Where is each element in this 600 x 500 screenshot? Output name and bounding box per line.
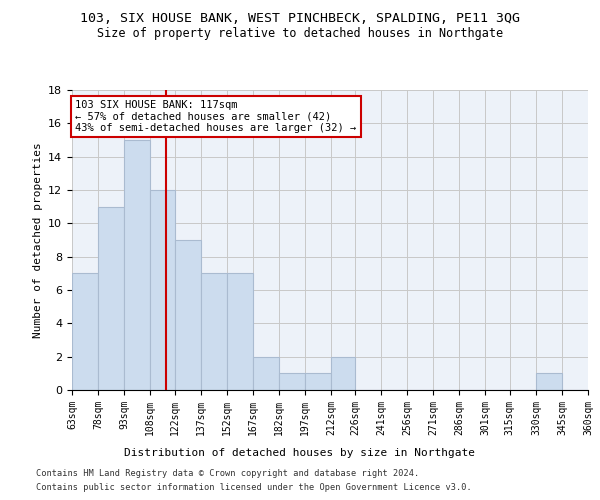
Bar [536, 374, 562, 390]
Text: Contains public sector information licensed under the Open Government Licence v3: Contains public sector information licen… [36, 484, 472, 492]
Text: 103 SIX HOUSE BANK: 117sqm
← 57% of detached houses are smaller (42)
43% of semi: 103 SIX HOUSE BANK: 117sqm ← 57% of deta… [76, 100, 357, 133]
Bar [72, 274, 98, 390]
Bar [175, 240, 200, 390]
Bar [150, 190, 175, 390]
Text: Distribution of detached houses by size in Northgate: Distribution of detached houses by size … [125, 448, 476, 458]
Text: Size of property relative to detached houses in Northgate: Size of property relative to detached ho… [97, 28, 503, 40]
Bar [200, 274, 227, 390]
Bar [227, 274, 253, 390]
Bar [98, 206, 124, 390]
Y-axis label: Number of detached properties: Number of detached properties [32, 142, 43, 338]
Bar [305, 374, 331, 390]
Bar [253, 356, 279, 390]
Bar [331, 356, 355, 390]
Text: Contains HM Land Registry data © Crown copyright and database right 2024.: Contains HM Land Registry data © Crown c… [36, 468, 419, 477]
Text: 103, SIX HOUSE BANK, WEST PINCHBECK, SPALDING, PE11 3QG: 103, SIX HOUSE BANK, WEST PINCHBECK, SPA… [80, 12, 520, 26]
Bar [279, 374, 305, 390]
Bar [124, 140, 150, 390]
